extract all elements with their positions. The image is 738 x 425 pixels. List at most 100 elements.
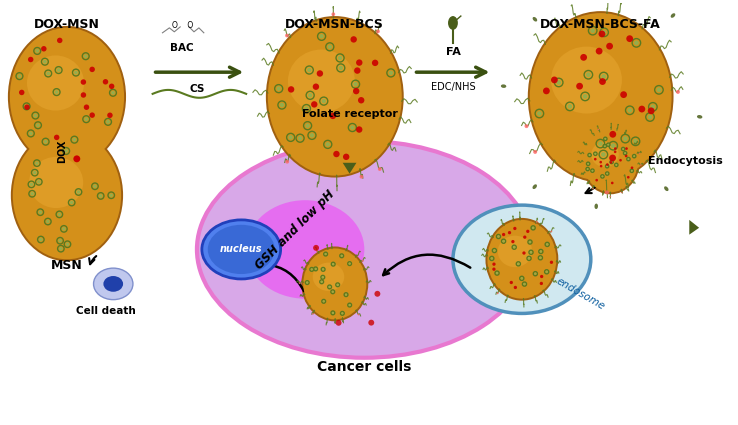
Circle shape [341,255,342,257]
Circle shape [41,46,46,51]
Circle shape [600,165,602,167]
Circle shape [343,153,349,160]
Circle shape [513,227,517,230]
Circle shape [46,220,49,223]
Ellipse shape [27,55,84,110]
Circle shape [614,147,617,150]
Circle shape [640,164,641,166]
Circle shape [280,103,284,107]
Circle shape [93,184,97,188]
Circle shape [491,257,493,260]
Circle shape [313,245,319,251]
Circle shape [539,250,542,252]
Circle shape [536,221,538,223]
Ellipse shape [533,184,537,189]
Circle shape [106,120,110,124]
Circle shape [322,99,326,103]
Circle shape [657,88,661,92]
Circle shape [568,104,572,109]
Circle shape [606,165,608,167]
Circle shape [358,97,365,103]
Circle shape [18,74,21,78]
Circle shape [320,281,323,283]
Ellipse shape [8,26,126,168]
Circle shape [606,43,613,50]
Circle shape [354,67,361,74]
Circle shape [648,108,655,114]
Circle shape [312,313,314,314]
Circle shape [627,35,633,42]
Circle shape [351,36,357,42]
Ellipse shape [268,18,401,176]
Ellipse shape [94,268,133,300]
Text: GSH and low pH: GSH and low pH [253,187,337,272]
Circle shape [29,132,32,135]
Circle shape [638,106,645,113]
Circle shape [530,251,532,253]
Polygon shape [689,220,699,235]
Circle shape [601,74,606,79]
Circle shape [358,314,359,315]
Circle shape [66,242,69,246]
Circle shape [607,173,608,174]
Circle shape [298,136,303,140]
Circle shape [331,291,334,293]
Circle shape [24,105,29,108]
Circle shape [372,60,379,66]
Circle shape [332,263,334,265]
Circle shape [332,312,334,314]
Circle shape [528,257,530,260]
Circle shape [304,106,308,111]
Circle shape [310,133,314,138]
Circle shape [109,193,113,197]
Circle shape [627,108,632,113]
Circle shape [510,281,513,284]
Circle shape [62,227,66,231]
Circle shape [633,155,635,157]
Circle shape [289,135,293,139]
Circle shape [583,94,587,99]
Circle shape [316,250,318,252]
Circle shape [596,48,602,54]
Text: CS: CS [189,84,204,94]
Text: O    O: O O [171,21,193,30]
Circle shape [322,268,324,270]
Circle shape [611,181,613,184]
Ellipse shape [497,235,532,267]
Ellipse shape [246,200,365,299]
Circle shape [378,167,382,171]
Circle shape [601,152,606,157]
Circle shape [35,162,38,165]
Circle shape [625,147,628,150]
Circle shape [70,201,74,204]
Circle shape [623,136,627,141]
Circle shape [334,151,339,157]
Circle shape [24,105,30,110]
Circle shape [103,79,108,85]
Circle shape [514,286,517,289]
Circle shape [107,113,113,118]
Text: Cell death: Cell death [77,306,137,315]
Ellipse shape [303,249,366,319]
Circle shape [337,284,339,286]
Circle shape [580,54,587,61]
Circle shape [497,292,499,294]
Circle shape [77,190,80,194]
Ellipse shape [583,129,638,193]
Circle shape [598,129,599,130]
Circle shape [313,83,319,90]
Ellipse shape [671,13,675,18]
Circle shape [627,158,630,160]
Circle shape [109,84,114,89]
Circle shape [306,123,310,128]
Circle shape [539,282,543,285]
Circle shape [57,68,61,72]
Circle shape [523,251,525,255]
Ellipse shape [10,28,124,166]
Circle shape [611,143,615,148]
Circle shape [362,260,364,262]
Ellipse shape [301,246,368,321]
Circle shape [84,54,88,58]
Circle shape [595,153,596,155]
Ellipse shape [13,131,121,259]
